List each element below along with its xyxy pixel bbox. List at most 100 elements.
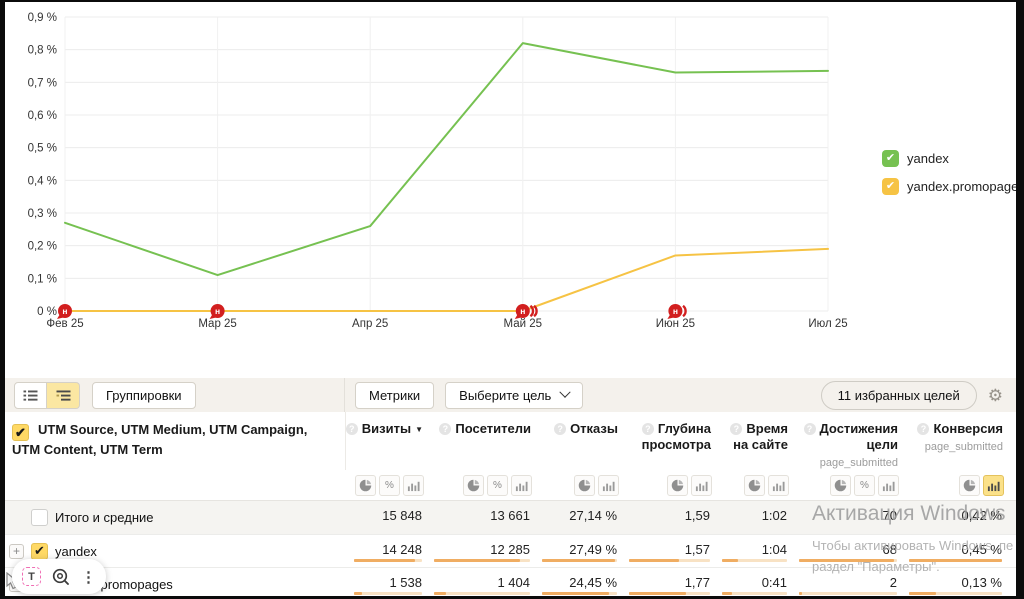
conversion-chart[interactable]: 0,9 % 0,8 % 0,7 % 0,6 % 0,5 % 0,4 % 0,3 % 0,2 %… bbox=[5, 2, 1016, 342]
cell-value: 15 848 bbox=[345, 501, 425, 534]
select-all-checkbox[interactable]: ✔ bbox=[12, 424, 29, 441]
question-icon[interactable]: ? bbox=[554, 423, 567, 435]
tree-view-icon bbox=[56, 390, 70, 401]
table-body: Итого и средние 15 848 13 661 27,14 % 1,59 1:… bbox=[5, 501, 1016, 599]
question-icon[interactable]: ? bbox=[345, 423, 358, 435]
list-view-button[interactable] bbox=[14, 381, 47, 409]
row-checkbox[interactable] bbox=[31, 509, 48, 526]
chevron-down-icon bbox=[559, 386, 571, 398]
table-row-yandex: + ✔ yandex 14 248 12 285 27,49 % 1,57 1:04 68 0,4… bbox=[5, 534, 1016, 567]
cell-filler bbox=[1005, 535, 1016, 567]
percent-chart-icon[interactable]: % bbox=[487, 474, 508, 496]
series-line-yandex.promopages[interactable] bbox=[64, 247, 829, 312]
row-label[interactable]: Итого и средние bbox=[55, 510, 154, 525]
value-bar-fill bbox=[354, 559, 416, 562]
annotation-marker[interactable]: н bbox=[57, 304, 72, 319]
column-title[interactable]: Отказы bbox=[570, 421, 618, 436]
annotation-bubble bbox=[210, 304, 225, 318]
tree-view-button[interactable] bbox=[47, 381, 80, 409]
pie-chart-icon[interactable] bbox=[667, 474, 688, 496]
percent-chart-icon[interactable]: % bbox=[854, 474, 875, 496]
cell-value: 68 bbox=[790, 535, 900, 567]
pie-icon bbox=[578, 479, 591, 491]
goal-select-button[interactable]: Выберите цель bbox=[445, 381, 584, 409]
bars-chart-icon[interactable] bbox=[878, 474, 899, 496]
question-icon[interactable]: ? bbox=[917, 423, 930, 435]
cell-value: 24,45 % bbox=[533, 568, 620, 599]
metric-value: 12 285 bbox=[490, 542, 530, 557]
annotation-bubble bbox=[515, 304, 530, 318]
legend-label: yandex bbox=[907, 151, 949, 166]
column-title[interactable]: Конверсия bbox=[933, 421, 1003, 436]
column-title[interactable]: Визиты bbox=[361, 421, 412, 436]
value-bar-fill bbox=[629, 592, 686, 595]
x-axis-tick: Май 25 bbox=[504, 318, 543, 330]
series-line-yandex[interactable] bbox=[64, 42, 829, 277]
bars-chart-icon[interactable] bbox=[598, 474, 619, 496]
cell-value: 1,77 bbox=[620, 568, 713, 599]
window-frame bbox=[0, 0, 1024, 2]
expand-row-button[interactable]: + bbox=[9, 543, 24, 559]
y-axis-tick: 0,5 % bbox=[28, 143, 57, 155]
sort-desc-icon[interactable]: ▼ bbox=[415, 425, 423, 434]
metrics-button[interactable]: Метрики bbox=[355, 381, 435, 409]
search-icon[interactable] bbox=[51, 567, 71, 587]
cell-value: 27,49 % bbox=[533, 535, 620, 567]
question-icon[interactable]: ? bbox=[730, 423, 743, 435]
value-bar-track bbox=[799, 592, 897, 595]
y-axis-tick: 0,9 % bbox=[28, 12, 57, 24]
bars-chart-icon[interactable] bbox=[768, 474, 789, 496]
bars-chart-icon[interactable] bbox=[403, 474, 424, 496]
cell-value: 0,13 % bbox=[900, 568, 1005, 599]
pie-chart-icon[interactable] bbox=[959, 474, 980, 496]
pie-chart-icon[interactable] bbox=[574, 474, 595, 496]
metric-value: 2 bbox=[889, 575, 897, 590]
percent-chart-icon[interactable]: % bbox=[379, 474, 400, 496]
value-bar-track bbox=[722, 592, 787, 595]
bars-chart-icon[interactable] bbox=[691, 474, 712, 496]
goal-select-label: Выберите цель bbox=[459, 387, 552, 403]
pie-chart-icon[interactable] bbox=[355, 474, 376, 496]
window-frame bbox=[0, 596, 1024, 599]
favorite-goals-button[interactable]: 11 избранных целей bbox=[820, 380, 977, 410]
column-header-6: ? Достижения цели page_submitted bbox=[790, 412, 900, 471]
x-axis-tick: Июн 25 bbox=[656, 318, 695, 330]
annotation-tail bbox=[667, 314, 674, 319]
chart-icons-3 bbox=[533, 474, 620, 496]
annotation-marker[interactable]: н bbox=[667, 304, 687, 319]
pie-chart-icon[interactable] bbox=[830, 474, 851, 496]
translate-icon[interactable]: T bbox=[22, 567, 41, 586]
metric-value: 24,45 % bbox=[569, 575, 617, 590]
value-bar-fill bbox=[799, 559, 895, 562]
column-title[interactable]: Достижения цели bbox=[819, 421, 898, 452]
groupings-button[interactable]: Группировки bbox=[92, 381, 196, 409]
legend-checkbox-yandex[interactable]: ✔ bbox=[882, 150, 899, 167]
annotation-marker[interactable]: н bbox=[209, 304, 225, 319]
cell-value: 27,14 % bbox=[533, 501, 620, 534]
column-title[interactable]: Глубина просмотра bbox=[641, 421, 711, 452]
column-title[interactable]: Посетители bbox=[455, 421, 531, 436]
row-label[interactable]: yandex bbox=[55, 543, 97, 559]
metric-value: 1,77 bbox=[684, 575, 710, 590]
settings-gear-icon[interactable]: ⚙ bbox=[987, 385, 1003, 405]
pie-chart-icon[interactable] bbox=[463, 474, 484, 496]
column-header-3: ? Отказы bbox=[533, 412, 620, 471]
pie-chart-icon[interactable] bbox=[744, 474, 765, 496]
more-menu-icon[interactable]: ⋮ bbox=[81, 568, 96, 586]
annotation-marker[interactable]: н bbox=[514, 304, 538, 319]
column-title[interactable]: Время на сайте bbox=[733, 421, 788, 452]
legend-checkbox-yandex.promopages[interactable]: ✔ bbox=[882, 178, 899, 195]
check-icon: ✔ bbox=[885, 180, 896, 192]
percent-icon: % bbox=[860, 479, 869, 491]
row-checkbox[interactable]: ✔ bbox=[31, 542, 48, 560]
bars-chart-icon[interactable] bbox=[983, 474, 1004, 496]
value-bar-track bbox=[909, 559, 1002, 562]
bars-chart-icon[interactable] bbox=[511, 474, 532, 496]
question-icon[interactable]: ? bbox=[439, 423, 452, 435]
cell-value: 0,45 % bbox=[900, 535, 1005, 567]
value-bar-track bbox=[909, 592, 1002, 595]
question-icon[interactable]: ? bbox=[803, 423, 816, 435]
question-icon[interactable]: ? bbox=[641, 423, 654, 435]
grouping-header-label: UTM Source, UTM Medium, UTM Campaign, UT… bbox=[12, 422, 308, 457]
cell-value: 1,59 bbox=[620, 501, 713, 534]
